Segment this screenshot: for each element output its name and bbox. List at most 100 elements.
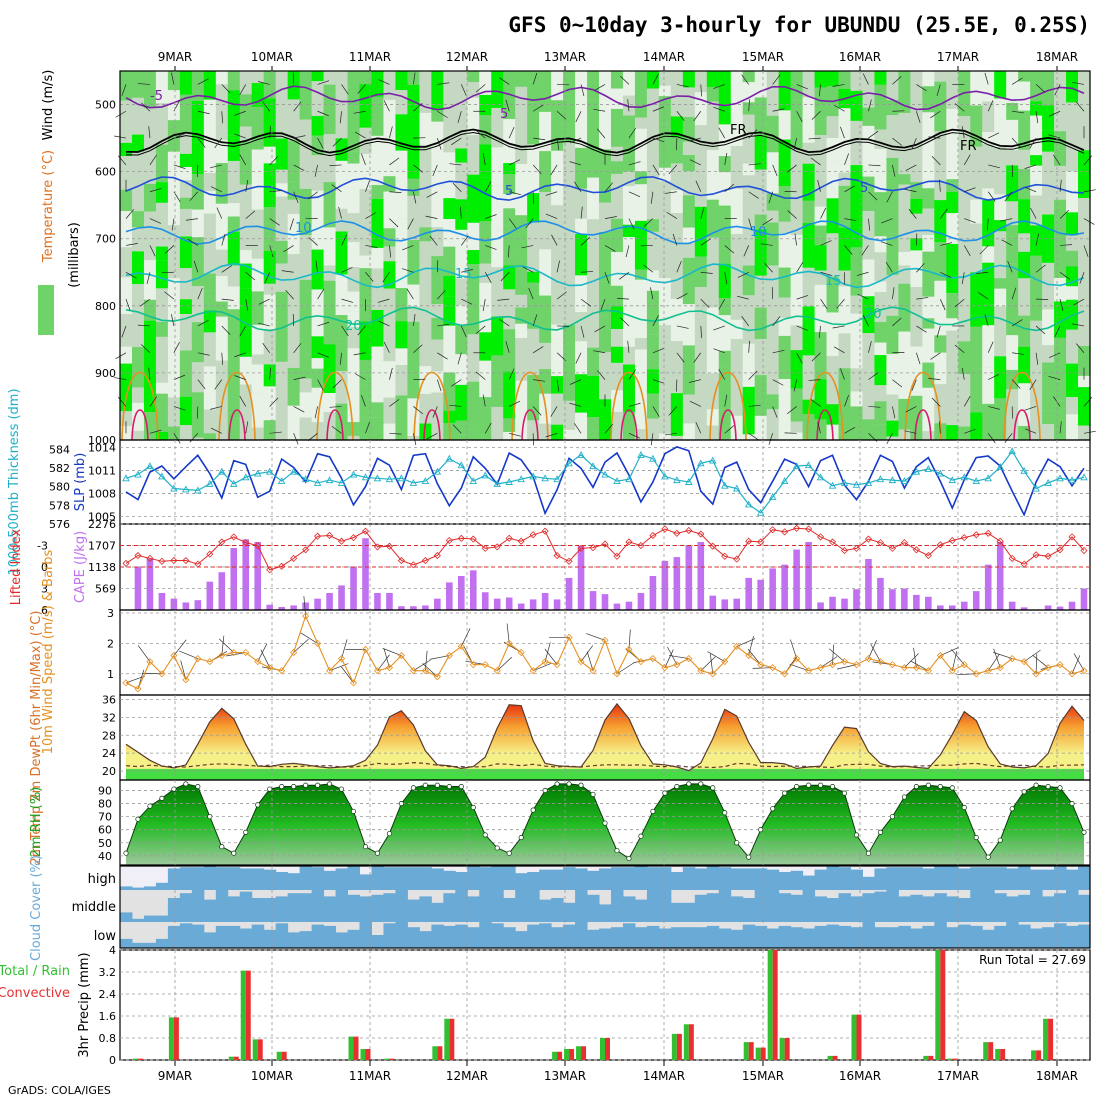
- rh-cell: [263, 163, 277, 208]
- rh-cell: [191, 392, 205, 438]
- rh-cell: [575, 188, 588, 219]
- wind-barb: [1083, 245, 1089, 257]
- cloud-cell-high: [682, 867, 696, 890]
- wind-barb: [484, 181, 492, 192]
- wind-barb: [940, 208, 948, 219]
- wind-barb: [115, 110, 127, 118]
- lifted-point: [565, 557, 573, 565]
- rh-cell: [658, 388, 672, 434]
- cape-bar: [793, 549, 800, 610]
- cloud-cell-low: [778, 925, 792, 948]
- wind-barb: [643, 218, 654, 227]
- rh-cell: [1030, 115, 1043, 156]
- wind-barb: [892, 76, 902, 85]
- rh-cell: [215, 71, 229, 85]
- rh-point: [794, 783, 800, 790]
- rh-cell: [754, 135, 768, 170]
- rh-cell: [838, 144, 852, 173]
- lifted-point: [828, 538, 837, 546]
- wind-barb: [449, 163, 462, 166]
- rh-cell: [395, 348, 409, 366]
- cloud-cell-middle: [1018, 894, 1031, 922]
- wind-barb: [221, 265, 232, 273]
- rh-cell: [275, 240, 289, 264]
- rh-cell: [670, 213, 684, 228]
- rh-point: [422, 782, 428, 788]
- wind-barb: [149, 218, 162, 224]
- rh-cell: [491, 71, 504, 89]
- thickness-point: [433, 467, 442, 475]
- wind-barb: [786, 164, 797, 173]
- rh-cell: [323, 280, 337, 311]
- rh-cell: [551, 424, 564, 440]
- rh-cell: [515, 86, 528, 119]
- cloud-cell-high: [347, 866, 361, 890]
- wind-barb: [1011, 379, 1021, 389]
- rh-cell: [455, 305, 468, 326]
- cloud-cell-middle: [191, 890, 205, 922]
- rh-cell: [1018, 383, 1031, 426]
- rh-point: [734, 840, 740, 846]
- cape-bar: [434, 598, 441, 610]
- wind-barb: [521, 245, 534, 249]
- lifted-point: [816, 533, 825, 541]
- rh-cell: [694, 174, 708, 207]
- precip-total-bar: [671, 1033, 677, 1060]
- cape-bar: [984, 564, 992, 610]
- rh-cell: [395, 288, 409, 322]
- lifted-point: [541, 527, 549, 535]
- cloud-cell-high: [850, 869, 863, 890]
- wind-barb: [700, 84, 702, 97]
- wind-barb: [604, 245, 616, 252]
- rh-cell: [311, 336, 325, 359]
- rh-cell: [874, 355, 888, 386]
- wind-barb: [260, 649, 271, 668]
- rh-cell: [790, 421, 804, 433]
- rh-cell: [311, 289, 325, 326]
- cloud-cell-middle: [730, 896, 744, 922]
- rh-cell: [515, 71, 528, 87]
- cloud-cell-middle: [934, 893, 947, 922]
- rh-cell: [802, 97, 816, 143]
- precip-total-bar: [935, 950, 941, 1060]
- wind-barb: [911, 137, 917, 150]
- thickness-point: [481, 471, 490, 479]
- rh-cell: [898, 174, 911, 185]
- wind-barb: [748, 433, 759, 441]
- wind-point: [385, 664, 394, 672]
- top-date-label: 9MAR: [158, 50, 193, 64]
- wind-barb: [793, 138, 797, 150]
- wind-barb: [164, 245, 175, 254]
- rh-cell: [467, 222, 480, 251]
- cloud-cell-low: [155, 938, 169, 948]
- wind-barb: [664, 191, 677, 194]
- rh-cell: [143, 183, 157, 212]
- cloud-cell-high: [754, 868, 768, 890]
- top-date-axis: 9MAR 10MAR 11MAR 12MAR 13MAR 14MAR 15MAR 16MAR 1…: [158, 50, 1078, 71]
- rh-cell: [335, 112, 349, 139]
- rh-cell: [646, 290, 660, 335]
- rh-point: [973, 834, 979, 841]
- rh-cell: [850, 325, 864, 369]
- rh-cell: [1066, 397, 1079, 415]
- wind-point: [397, 651, 405, 660]
- rh-cell: [203, 332, 217, 367]
- wind-barb: [905, 164, 917, 171]
- lifted-point: [302, 546, 310, 554]
- rh-cell: [347, 348, 361, 372]
- cloud-cell-low: [1042, 927, 1055, 948]
- wind-barb: [916, 325, 927, 333]
- wind-barb: [762, 218, 773, 226]
- wind-barb: [1030, 207, 1037, 219]
- wind-barb: [693, 111, 702, 122]
- run-total-label: Run Total = 27.69: [979, 953, 1086, 967]
- wind-barb: [963, 154, 971, 166]
- wind-barb: [892, 137, 903, 146]
- rh-cell: [1030, 225, 1043, 256]
- rh-cell: [1006, 71, 1019, 103]
- cloud-cell-high: [1030, 869, 1043, 890]
- rh-cell: [1078, 230, 1091, 275]
- rh-cell: [946, 293, 959, 319]
- wind-point: [816, 664, 825, 672]
- rh-cell: [1042, 71, 1055, 106]
